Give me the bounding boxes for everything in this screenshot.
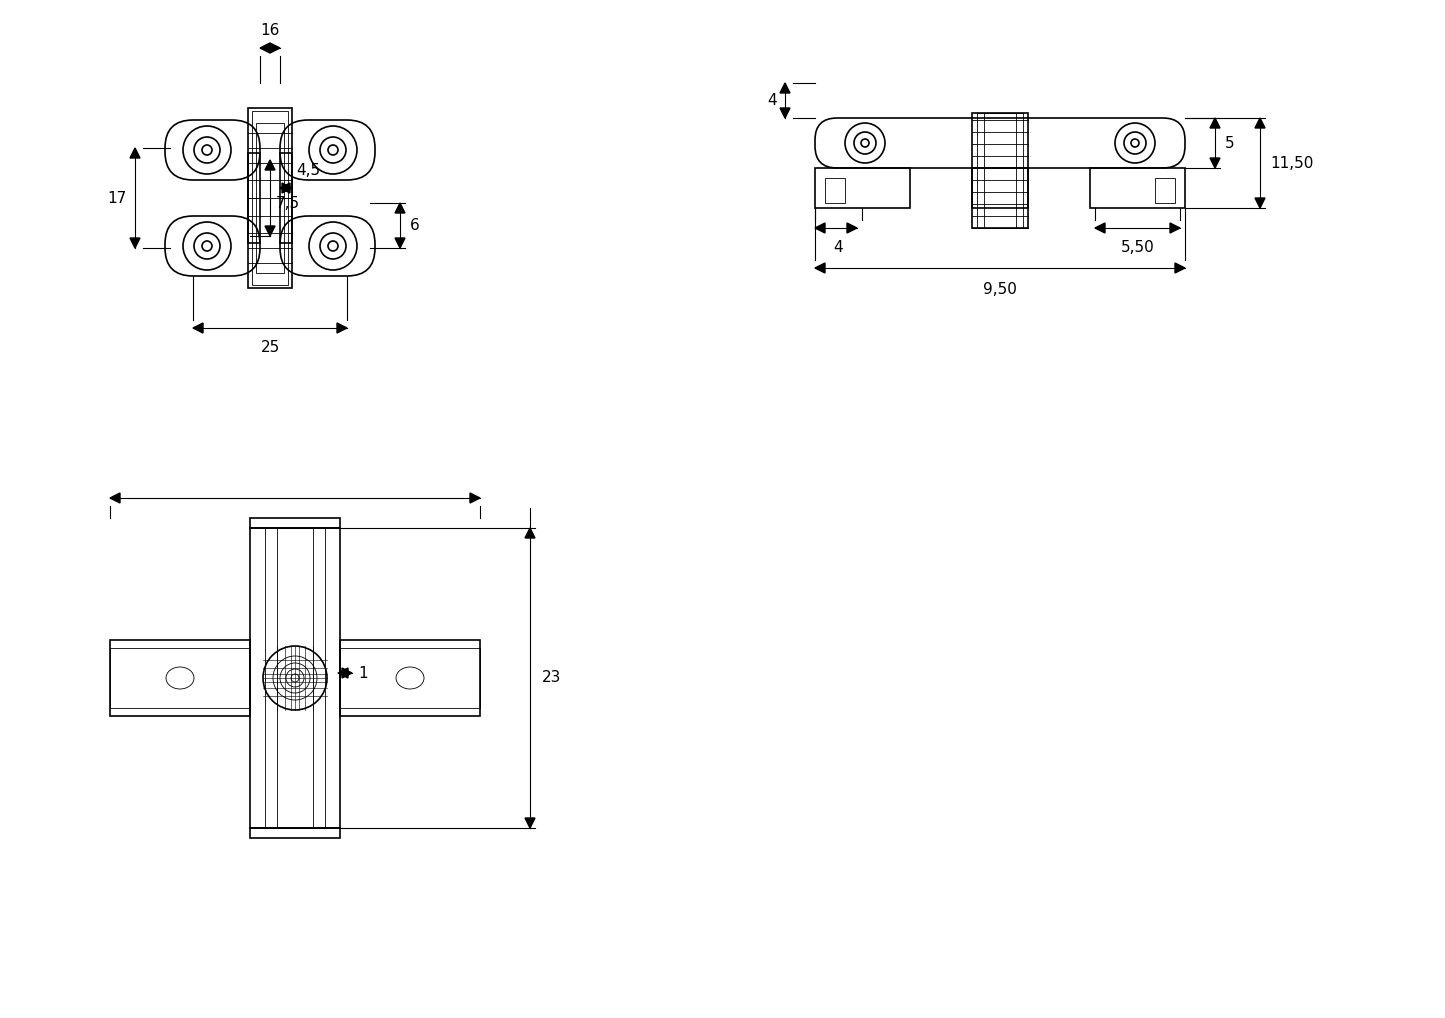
- Polygon shape: [394, 203, 405, 213]
- Polygon shape: [337, 323, 347, 333]
- Bar: [250, 528, 340, 828]
- Bar: [1090, 168, 1185, 208]
- Polygon shape: [282, 183, 292, 193]
- Polygon shape: [815, 223, 825, 233]
- Bar: [277, 528, 314, 828]
- Text: 6: 6: [410, 218, 419, 233]
- Polygon shape: [470, 493, 480, 503]
- Text: 1: 1: [358, 666, 367, 680]
- Bar: [264, 528, 325, 828]
- Bar: [977, 113, 1023, 228]
- Polygon shape: [1175, 263, 1185, 273]
- Bar: [280, 153, 292, 243]
- Polygon shape: [130, 148, 140, 158]
- Polygon shape: [1170, 223, 1181, 233]
- Polygon shape: [130, 238, 140, 248]
- Polygon shape: [1209, 118, 1220, 128]
- Polygon shape: [394, 238, 405, 248]
- Text: 4,5: 4,5: [296, 163, 321, 178]
- Text: 23: 23: [542, 671, 561, 685]
- Text: 25: 25: [260, 340, 280, 355]
- Polygon shape: [264, 160, 275, 170]
- Polygon shape: [280, 183, 290, 193]
- Text: 4: 4: [767, 93, 777, 108]
- Bar: [972, 113, 1027, 228]
- Text: 17: 17: [108, 190, 127, 206]
- Text: 9,50: 9,50: [983, 282, 1017, 297]
- Text: 5: 5: [1225, 135, 1234, 151]
- Bar: [249, 108, 292, 288]
- Polygon shape: [1209, 158, 1220, 168]
- Polygon shape: [780, 108, 790, 118]
- Bar: [815, 168, 910, 208]
- Text: 16: 16: [260, 23, 280, 38]
- Bar: [110, 648, 250, 708]
- Polygon shape: [338, 668, 348, 678]
- Polygon shape: [1095, 223, 1105, 233]
- Text: 5,50: 5,50: [1121, 240, 1155, 254]
- Text: 7,5: 7,5: [276, 195, 301, 211]
- Bar: [256, 123, 285, 273]
- Text: 11,50: 11,50: [1270, 156, 1314, 170]
- Bar: [250, 518, 340, 528]
- Polygon shape: [270, 43, 280, 53]
- Bar: [250, 828, 340, 838]
- Bar: [110, 640, 250, 716]
- Polygon shape: [525, 528, 535, 538]
- Polygon shape: [525, 818, 535, 828]
- Bar: [984, 113, 1016, 228]
- Polygon shape: [847, 223, 857, 233]
- Bar: [340, 648, 480, 708]
- Polygon shape: [194, 323, 202, 333]
- Bar: [340, 640, 480, 716]
- Polygon shape: [260, 43, 270, 53]
- Polygon shape: [780, 83, 790, 93]
- Polygon shape: [342, 668, 353, 678]
- Bar: [825, 178, 845, 203]
- Bar: [972, 168, 1027, 208]
- Bar: [249, 153, 260, 243]
- Polygon shape: [815, 263, 825, 273]
- Bar: [251, 111, 288, 285]
- Polygon shape: [110, 493, 120, 503]
- Bar: [1155, 178, 1175, 203]
- Text: 4: 4: [834, 240, 842, 254]
- Polygon shape: [1256, 118, 1264, 128]
- Polygon shape: [264, 226, 275, 236]
- Polygon shape: [1256, 197, 1264, 208]
